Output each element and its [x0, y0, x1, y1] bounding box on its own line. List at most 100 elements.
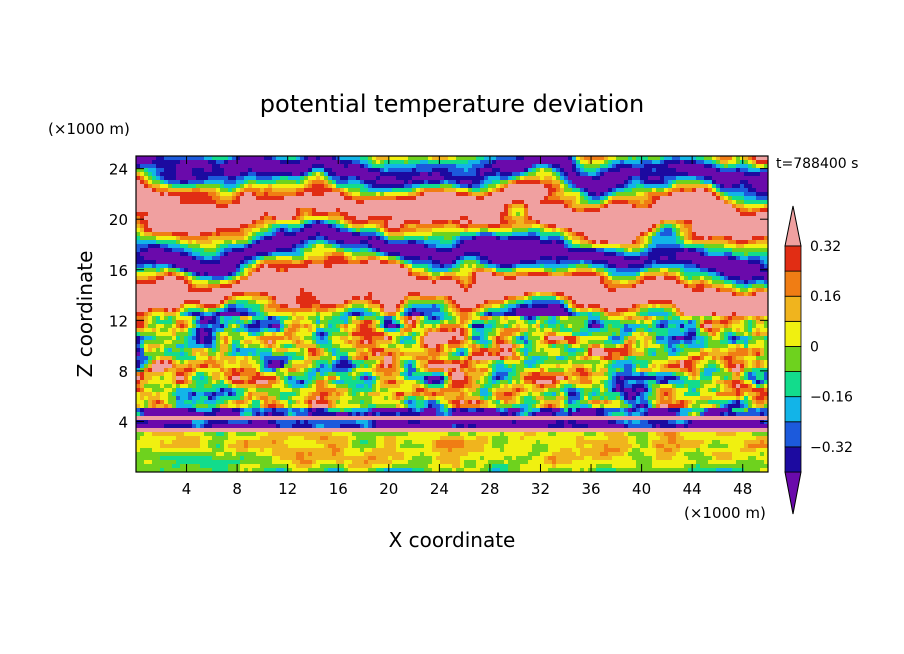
field-cell — [432, 272, 441, 277]
field-cell — [364, 308, 369, 313]
field-cell — [740, 256, 749, 261]
field-cell — [228, 304, 237, 309]
field-cell — [240, 228, 245, 233]
field-cell — [680, 364, 685, 369]
field-cell — [512, 224, 533, 229]
field-cell — [412, 320, 417, 325]
field-cell — [264, 236, 273, 241]
field-cell — [556, 364, 561, 369]
field-cell — [616, 376, 621, 381]
field-cell — [744, 440, 761, 445]
field-cell — [456, 180, 461, 185]
field-cell — [264, 316, 269, 321]
field-cell — [344, 300, 349, 305]
field-cell — [704, 164, 713, 169]
field-cell — [708, 332, 713, 337]
field-cell — [764, 376, 768, 381]
field-cell — [504, 204, 509, 209]
field-cell — [604, 400, 609, 405]
field-cell — [696, 376, 701, 381]
field-cell — [304, 244, 309, 249]
field-cell — [308, 380, 313, 385]
field-cell — [156, 264, 169, 269]
field-cell — [148, 364, 153, 369]
field-cell — [428, 236, 445, 241]
field-cell — [604, 372, 609, 377]
field-cell — [680, 368, 689, 373]
field-cell — [664, 344, 669, 349]
field-cell — [528, 228, 541, 233]
field-cell — [220, 336, 225, 341]
field-cell — [384, 360, 393, 365]
field-cell — [460, 220, 469, 225]
field-cell — [576, 264, 589, 269]
field-cell — [216, 248, 221, 253]
field-cell — [748, 316, 753, 321]
field-cell — [488, 192, 493, 197]
field-cell — [312, 324, 317, 329]
field-cell — [692, 240, 729, 245]
field-cell — [372, 372, 377, 377]
field-cell — [172, 348, 181, 353]
field-cell — [548, 304, 561, 309]
field-cell — [732, 200, 737, 205]
field-cell — [184, 352, 189, 357]
field-cell — [400, 384, 413, 389]
field-cell — [468, 312, 473, 317]
field-cell — [488, 188, 493, 193]
field-cell — [452, 424, 457, 429]
field-cell — [748, 372, 753, 377]
field-cell — [540, 324, 545, 329]
field-cell — [660, 396, 665, 401]
field-cell — [268, 392, 281, 397]
field-cell — [620, 396, 625, 401]
field-cell — [712, 452, 733, 457]
field-cell — [420, 336, 425, 341]
field-cell — [140, 344, 145, 349]
field-cell — [388, 344, 397, 349]
field-cell — [404, 380, 417, 385]
field-cell — [676, 168, 717, 173]
field-cell — [332, 404, 337, 409]
field-cell — [220, 304, 225, 309]
field-cell — [288, 348, 301, 353]
field-cell — [468, 360, 473, 365]
field-cell — [360, 376, 365, 381]
field-cell — [512, 208, 525, 213]
field-cell — [624, 408, 629, 413]
field-cell — [380, 384, 401, 389]
field-cell — [464, 348, 469, 353]
field-cell — [592, 176, 601, 181]
field-cell — [756, 436, 768, 441]
field-cell — [244, 356, 249, 361]
field-cell — [460, 404, 481, 409]
field-cell — [160, 244, 169, 249]
field-cell — [524, 200, 541, 205]
field-cell — [652, 404, 657, 409]
field-cell — [244, 184, 249, 189]
field-cell — [632, 352, 645, 357]
field-cell — [660, 368, 681, 373]
field-cell — [736, 432, 753, 437]
field-cell — [184, 248, 193, 253]
field-cell — [540, 356, 549, 361]
field-cell — [600, 192, 605, 197]
field-cell — [296, 412, 309, 417]
field-cell — [220, 260, 241, 265]
field-cell — [192, 424, 197, 429]
field-cell — [428, 376, 441, 381]
field-cell — [540, 400, 545, 405]
field-cell — [216, 328, 225, 333]
x-tick-label: 40 — [632, 480, 651, 498]
field-cell — [748, 324, 753, 329]
field-cell — [292, 244, 297, 249]
field-cell — [320, 320, 329, 325]
field-cell — [608, 264, 617, 269]
field-cell — [672, 344, 677, 349]
field-cell — [412, 408, 417, 413]
field-cell — [532, 372, 541, 377]
field-cell — [252, 320, 257, 325]
field-cell — [708, 252, 725, 257]
field-cell — [612, 412, 625, 417]
field-cell — [484, 196, 545, 201]
